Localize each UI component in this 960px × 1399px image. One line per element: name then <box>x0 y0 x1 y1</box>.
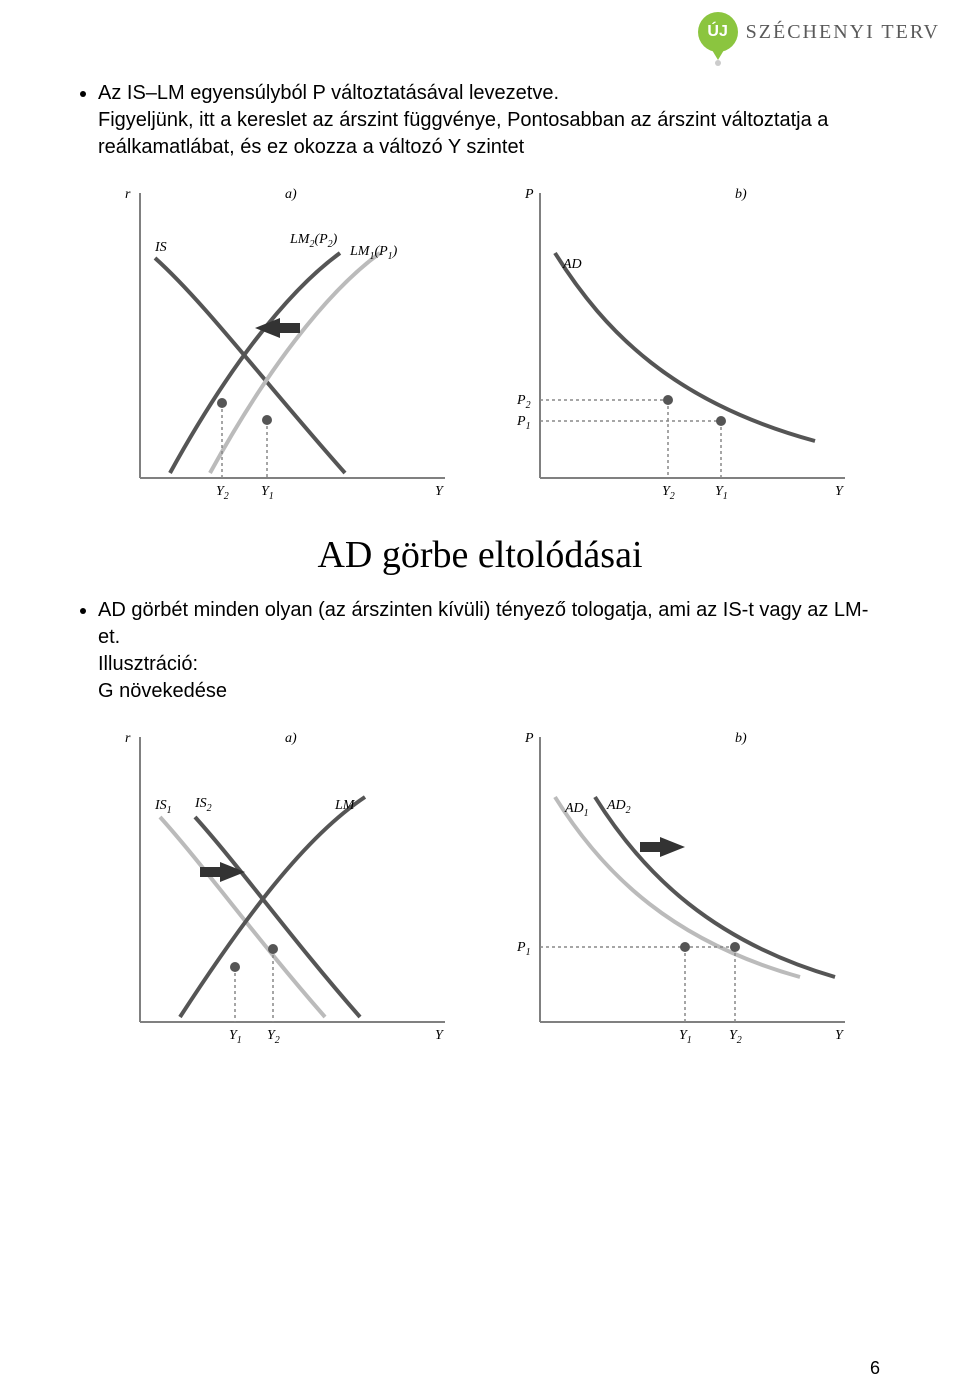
svg-text:Y2: Y2 <box>216 484 229 502</box>
shift-arrow-icon <box>200 862 245 882</box>
pin-icon <box>712 50 724 60</box>
page: ÚJ SZÉCHENYI TERV Az IS–LM egyensúlyból … <box>0 0 960 1399</box>
is-label: IS <box>154 240 167 255</box>
svg-text:P2: P2 <box>516 393 531 411</box>
bullet-2-text: AD görbét minden olyan (az árszinten kív… <box>98 599 868 648</box>
is1-curve <box>160 817 325 1017</box>
ad2-label: AD2 <box>606 798 631 816</box>
bullet-2: AD görbét minden olyan (az árszinten kív… <box>98 597 890 705</box>
page-number: 6 <box>870 1358 880 1379</box>
logo-badge-text: ÚJ <box>707 23 727 41</box>
is2-label: IS2 <box>194 796 212 814</box>
bullet-list-1: Az IS–LM egyensúlyból P változtatásával … <box>70 80 890 161</box>
panel-1a: r a) Y IS LM1(P1) LM2(P2) Y2 Y1 <box>95 173 465 503</box>
logo-title: SZÉCHENYI TERV <box>746 21 940 44</box>
is1-label: IS1 <box>154 798 172 816</box>
svg-text:Y1: Y1 <box>229 1028 242 1046</box>
lm1-label: LM1(P1) <box>349 244 398 262</box>
panel-2b: P b) Y AD1 AD2 Y1Y2P1 <box>495 717 865 1047</box>
x-axis-label: Y <box>835 1028 845 1043</box>
shift-arrow-icon <box>640 837 685 857</box>
is-curve <box>155 258 345 473</box>
chart-2b: P b) Y AD1 AD2 Y1Y2P1 <box>495 717 865 1047</box>
panel-label: b) <box>735 731 747 746</box>
ad-curve <box>555 253 815 441</box>
svg-text:P1: P1 <box>516 940 531 958</box>
bullet-1-text-cont: Figyeljünk, itt a kereslet az árszint fü… <box>98 109 828 158</box>
svg-text:Y1: Y1 <box>679 1028 692 1046</box>
y-axis-label: P <box>524 731 534 746</box>
lm-label: LM <box>334 798 356 813</box>
y-axis-label: r <box>125 187 131 202</box>
panel-2a: r a) Y IS1 IS2 LM Y1 Y2 <box>95 717 465 1047</box>
svg-text:Y1: Y1 <box>715 484 728 502</box>
logo-badge: ÚJ <box>698 12 738 52</box>
logo: ÚJ SZÉCHENYI TERV <box>698 12 940 52</box>
chart-1a: r a) Y IS LM1(P1) LM2(P2) Y2 Y1 <box>95 173 465 503</box>
lm2-label: LM2(P2) <box>289 232 338 250</box>
bullet-2-sub1: Illusztráció: <box>98 653 198 675</box>
is2-curve <box>195 817 360 1017</box>
bullet-list-2: AD görbét minden olyan (az árszinten kív… <box>70 597 890 705</box>
y-axis-label: P <box>524 187 534 202</box>
x-axis-label: Y <box>835 484 845 499</box>
marks: Y1 Y2 <box>229 944 280 1046</box>
panel-label: b) <box>735 187 747 202</box>
panel-1b: P b) Y AD Y2 Y1 P2 P1 <box>495 173 865 503</box>
lm1-curve <box>210 253 380 473</box>
x-axis-label: Y <box>435 484 445 499</box>
panel-label: a) <box>285 731 297 746</box>
marks: Y2 Y1 P2 P1 <box>516 393 728 502</box>
figure-row-1: r a) Y IS LM1(P1) LM2(P2) Y2 Y1 <box>70 173 890 503</box>
figure-row-2: r a) Y IS1 IS2 LM Y1 Y2 <box>70 717 890 1047</box>
bullet-1-text: Az IS–LM egyensúlyból P változtatásával … <box>98 82 559 104</box>
svg-text:P1: P1 <box>516 414 531 432</box>
svg-text:Y2: Y2 <box>729 1028 742 1046</box>
panel-label: a) <box>285 187 297 202</box>
section-heading: AD görbe eltolódásai <box>70 533 890 577</box>
svg-text:Y2: Y2 <box>662 484 675 502</box>
x-axis-label: Y <box>435 1028 445 1043</box>
svg-text:Y2: Y2 <box>267 1028 280 1046</box>
marks: Y1 Y2 P1 <box>516 940 742 1046</box>
ad-label: AD <box>562 257 582 272</box>
bullet-2-sub2: G növekedése <box>98 680 227 702</box>
pin-tip-icon <box>715 60 721 66</box>
chart-1b: P b) Y AD Y2 Y1 P2 P1 <box>495 173 865 503</box>
chart-2a: r a) Y IS1 IS2 LM Y1 Y2 <box>95 717 465 1047</box>
y-axis-label: r <box>125 731 131 746</box>
bullet-1: Az IS–LM egyensúlyból P változtatásával … <box>98 80 890 161</box>
svg-text:Y1: Y1 <box>261 484 274 502</box>
